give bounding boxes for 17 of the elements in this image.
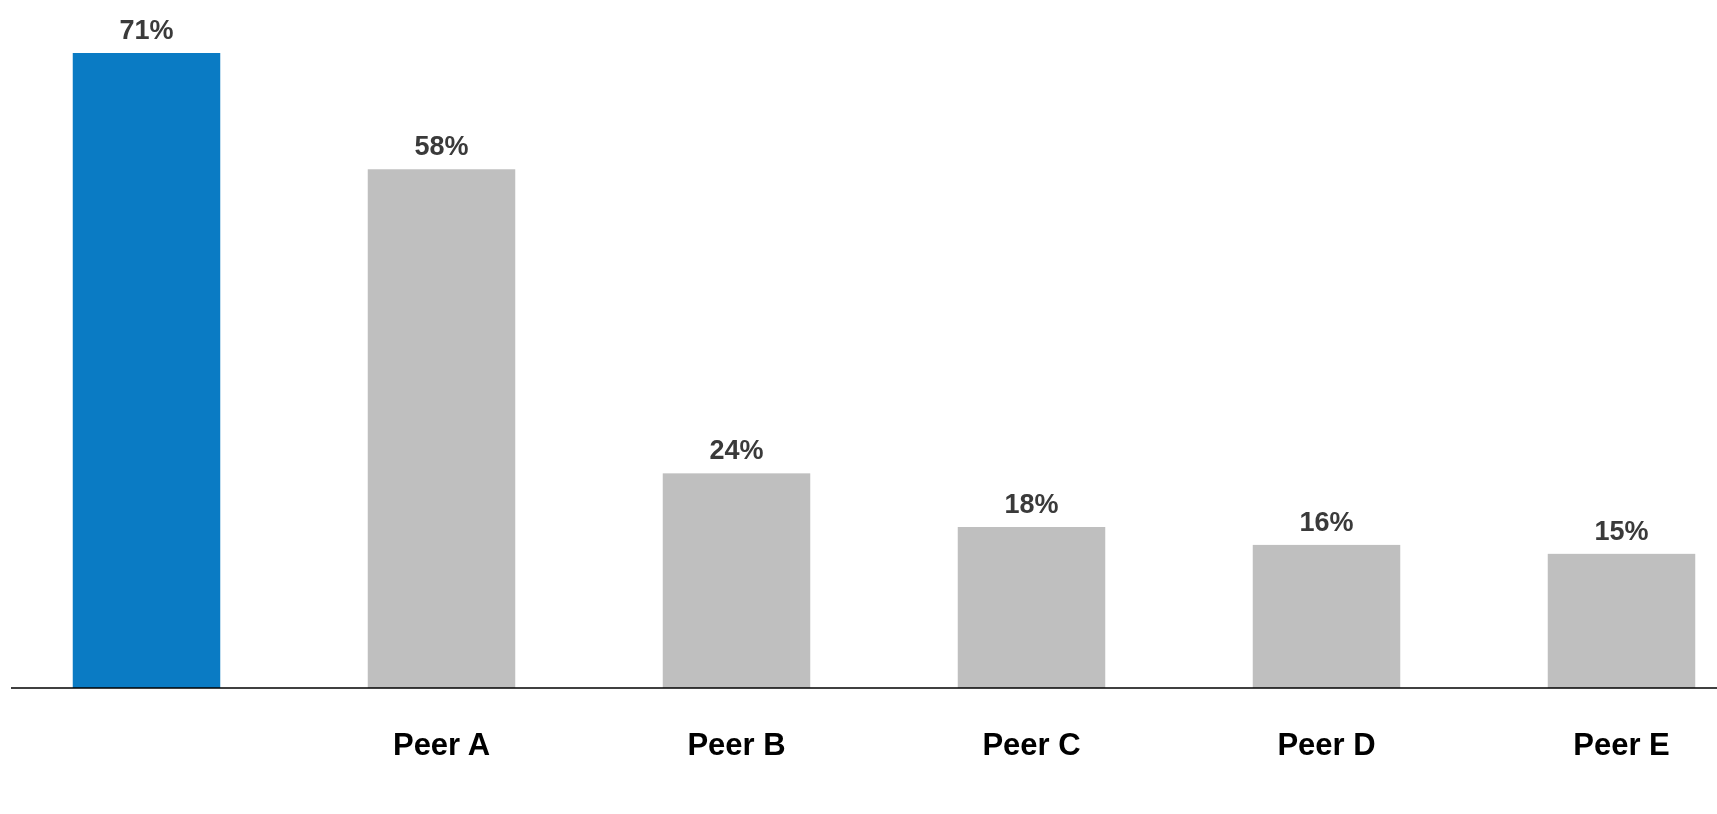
bar [367,169,516,688]
bar [72,53,221,688]
bar [1547,553,1696,688]
data-label: 15% [1594,515,1649,546]
data-label: 58% [414,131,469,162]
data-label: 24% [709,435,764,466]
x-tick-label: Peer A [392,727,491,762]
bar [957,527,1106,688]
data-label: 71% [119,15,174,45]
data-label: 16% [1299,506,1354,537]
x-tick-label: Peer E [1573,727,1670,762]
data-label: 18% [1004,489,1059,520]
bar [1252,544,1401,688]
x-tick-label: Peer C [982,727,1081,762]
bar [662,473,811,688]
x-tick-label: Peer B [687,727,786,762]
x-tick-label: Peer D [1277,727,1376,762]
